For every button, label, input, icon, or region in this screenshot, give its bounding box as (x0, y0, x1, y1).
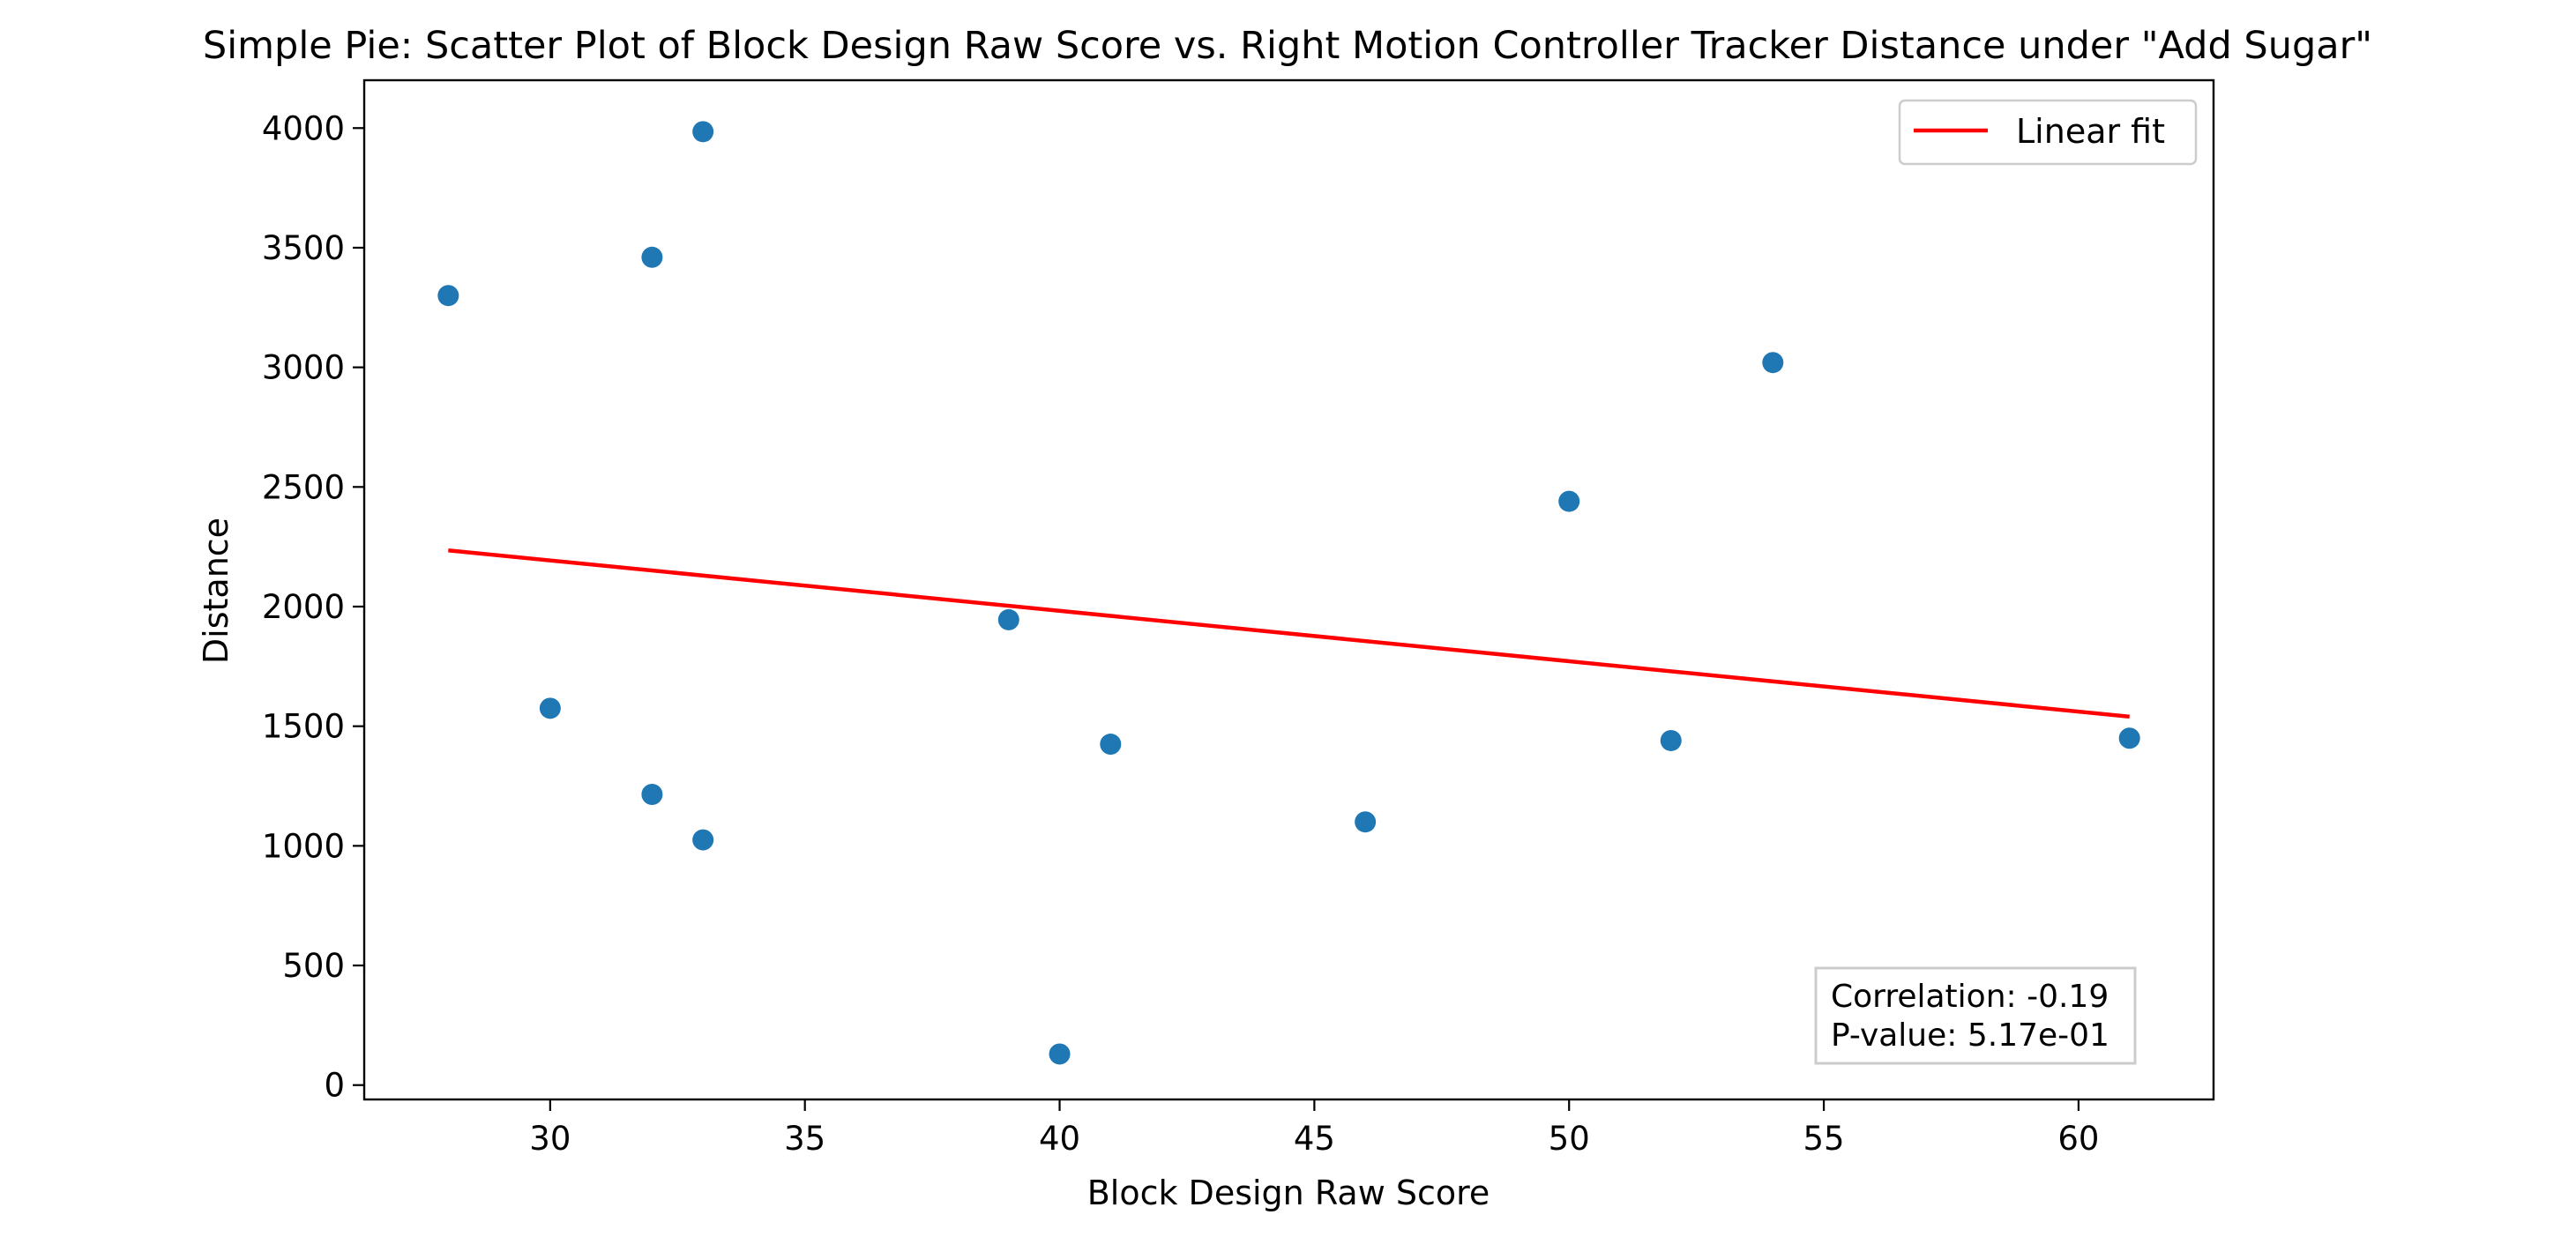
y-tick-label: 3500 (262, 229, 345, 267)
x-axis-ticks: 30 35 40 45 50 55 60 (529, 1099, 2099, 1158)
linear-fit-line (448, 548, 2130, 719)
data-point (692, 121, 714, 143)
data-point (1762, 352, 1784, 374)
x-tick-label: 55 (1803, 1120, 1845, 1158)
data-point (641, 246, 663, 268)
data-point (1660, 729, 1682, 751)
y-axis-ticks: 0 500 1000 1500 2000 2500 3000 3500 4000 (262, 109, 364, 1105)
chart-title: Simple Pie: Scatter Plot of Block Design… (203, 24, 2372, 68)
y-tick-label: 3000 (262, 349, 345, 387)
correlation-text: Correlation: -0.19 (1831, 979, 2109, 1015)
y-tick-label: 1000 (262, 827, 345, 865)
legend-box (1898, 99, 2198, 166)
x-tick-label: 30 (529, 1120, 571, 1158)
y-tick-label: 0 (324, 1067, 345, 1105)
fit-line-layer (448, 548, 2130, 719)
plot-frame (362, 78, 2215, 1101)
data-point (539, 697, 561, 719)
y-tick-label: 2500 (262, 468, 345, 506)
y-tick-label: 4000 (262, 109, 345, 147)
x-tick-label: 35 (784, 1120, 825, 1158)
data-point (1100, 734, 1122, 756)
y-tick-label: 1500 (262, 708, 345, 746)
plot-area (364, 80, 2214, 1099)
points-layer (437, 121, 2140, 1065)
x-axis-label: Block Design Raw Score (1087, 1174, 1490, 1212)
data-point (997, 608, 1019, 630)
p-value-text: P-value: 5.17e-01 (1831, 1017, 2109, 1054)
y-axis-label: Distance (197, 518, 235, 664)
legend-fit-line-label: Linear fit (2016, 112, 2165, 151)
x-tick-label: 40 (1039, 1120, 1080, 1158)
data-point (437, 285, 459, 307)
y-tick-label: 2000 (262, 588, 345, 626)
data-point (641, 784, 663, 806)
y-tick-label: 500 (282, 947, 345, 985)
data-point (692, 829, 714, 851)
data-point (1558, 490, 1580, 512)
data-point (2118, 727, 2140, 749)
stats-box-frame (1814, 966, 2137, 1065)
stats-box: Correlation: -0.19 P-value: 5.17e-01 (1814, 966, 2137, 1065)
x-tick-label: 45 (1294, 1120, 1335, 1158)
data-point (1049, 1043, 1071, 1065)
data-point (1355, 811, 1377, 833)
x-tick-label: 50 (1549, 1120, 1590, 1158)
x-tick-label: 60 (2057, 1120, 2099, 1158)
legend: Linear fit (1898, 99, 2198, 166)
